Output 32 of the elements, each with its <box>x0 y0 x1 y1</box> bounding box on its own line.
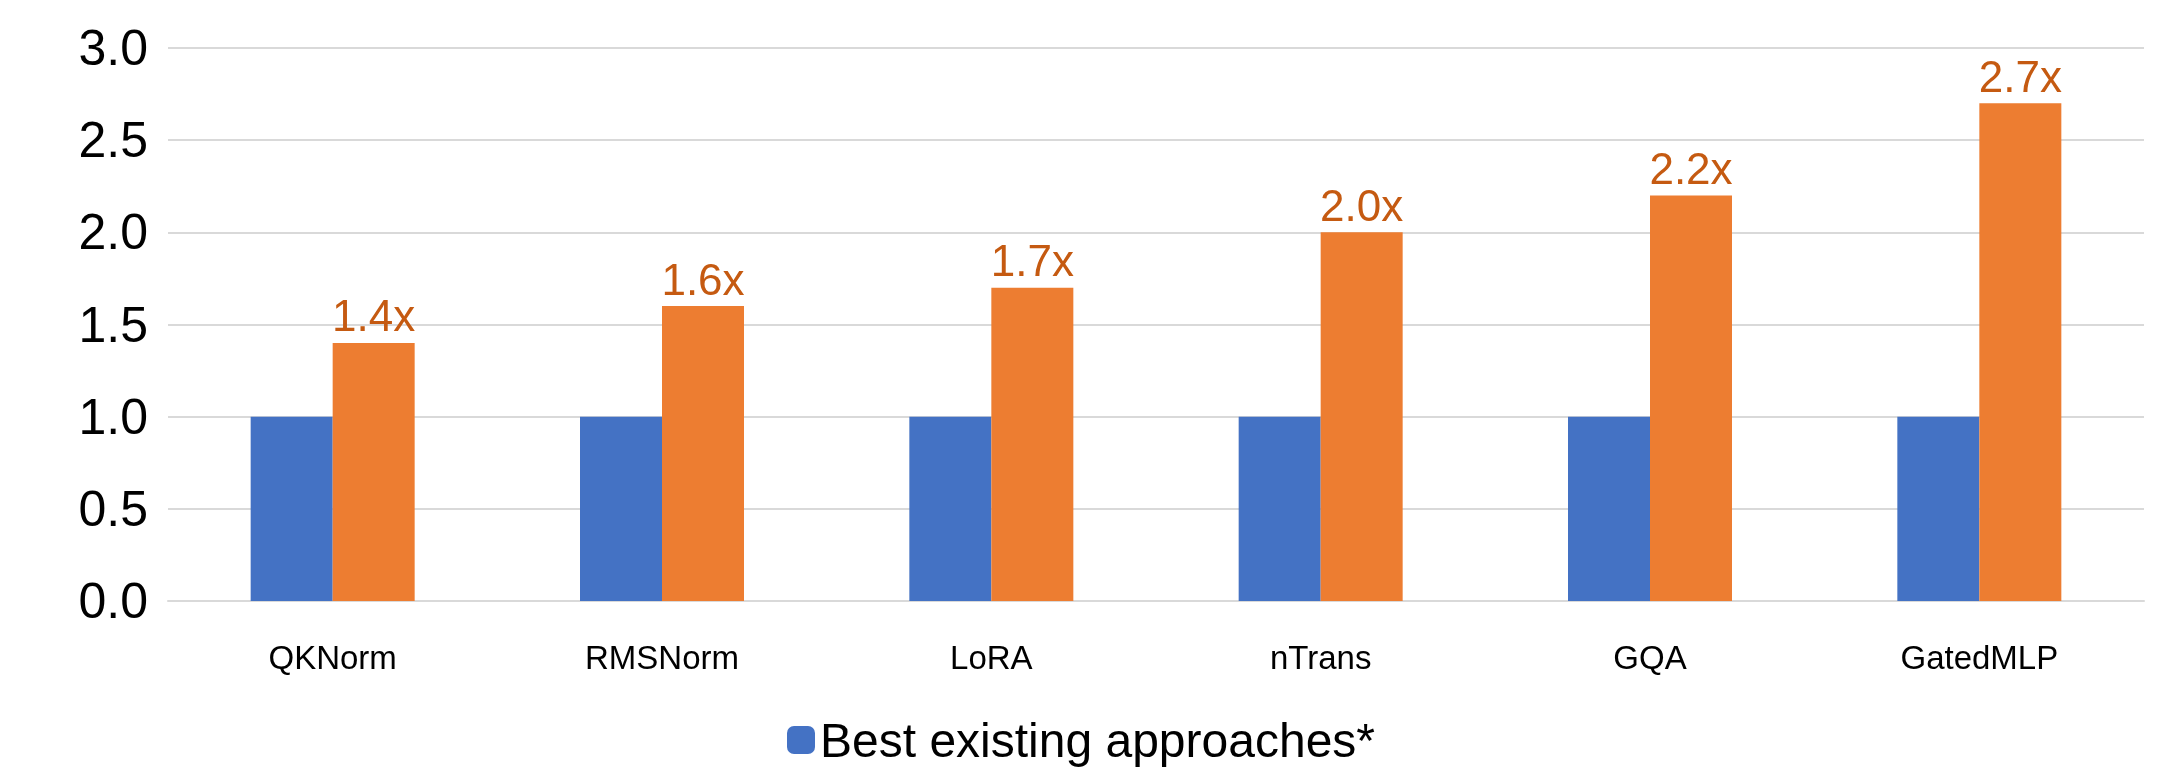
bar <box>250 416 333 601</box>
bar <box>909 416 992 601</box>
y-tick-label: 2.0 <box>78 204 148 261</box>
legend-label: Best existing approaches* <box>820 713 1375 767</box>
x-tick-label: GatedMLP <box>1900 639 2059 676</box>
y-tick-label: 1.5 <box>78 296 148 353</box>
x-tick-label: nTrans <box>1269 639 1372 676</box>
bar <box>1568 416 1650 601</box>
y-tick-label: 0.0 <box>78 573 148 629</box>
bar <box>1979 103 2062 601</box>
y-tick-label: 2.5 <box>78 112 148 169</box>
y-tick-label: 1.0 <box>78 388 148 445</box>
x-tick-label: LoRA <box>950 639 1033 676</box>
bar <box>1897 416 1980 601</box>
bar <box>991 287 1074 601</box>
x-tick-label: RMSNorm <box>585 639 739 676</box>
data-label: 2.7x <box>1978 51 2062 101</box>
x-tick-label: GQA <box>1613 639 1687 676</box>
x-tick-label: QKNorm <box>268 639 397 676</box>
bar <box>662 306 744 601</box>
data-label: 1.4x <box>332 291 416 341</box>
data-label: 2.2x <box>1649 143 1733 193</box>
y-tick-label: 3.0 <box>78 20 148 76</box>
bar <box>580 416 662 601</box>
bar <box>1238 416 1321 601</box>
bar <box>332 342 415 601</box>
bar <box>1650 195 1732 601</box>
data-label: 1.7x <box>990 236 1074 286</box>
data-label: 1.6x <box>661 254 745 304</box>
bar <box>1320 232 1403 601</box>
y-tick-label: 0.5 <box>78 480 148 537</box>
data-label: 2.0x <box>1320 180 1404 230</box>
